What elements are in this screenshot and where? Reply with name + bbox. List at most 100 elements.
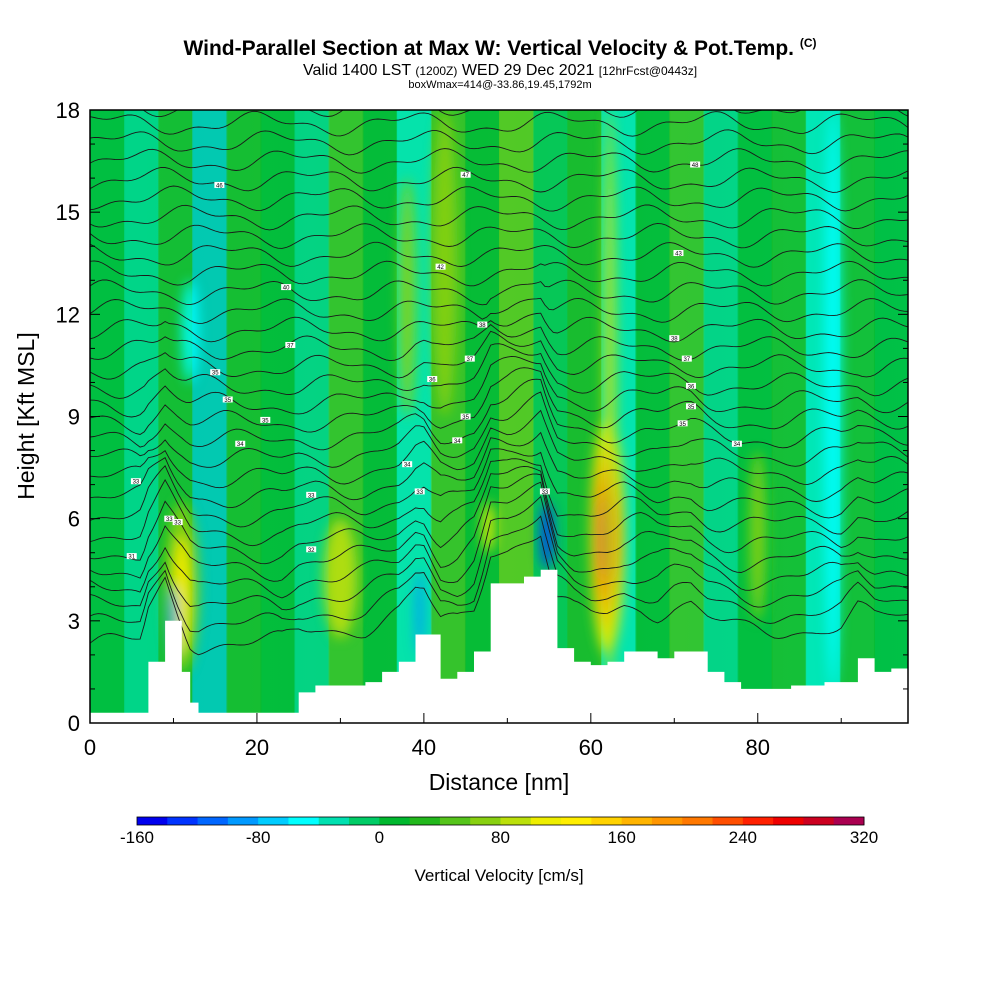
isentrope-label-text: 33 — [416, 490, 423, 496]
colorbar-ticks: -160 -80 0 80 160 240 320 — [120, 828, 878, 847]
velocity-cell — [603, 110, 616, 689]
isentrope-label-text: 34 — [404, 463, 411, 469]
isentrope-label-text: 34 — [454, 439, 461, 445]
isentrope-label: 36 — [685, 382, 696, 390]
isentrope-line — [90, 260, 908, 287]
isentrope-label: 34 — [452, 437, 463, 445]
valid-prefix: Valid 1400 LST — [302, 62, 411, 79]
velocity-stripe — [260, 110, 296, 723]
velocity-cell — [540, 501, 554, 570]
isentrope-label: 33 — [539, 488, 550, 496]
colorbar-swatch — [803, 817, 835, 825]
isentrope-line — [90, 535, 908, 656]
colorbar-swatch — [682, 817, 714, 825]
isentrope-line — [90, 324, 908, 362]
isentrope-label-text: 32 — [308, 548, 315, 554]
isentrope-label: 35 — [210, 369, 221, 377]
isentrope-label: 34 — [731, 440, 742, 448]
isentrope-label-bg — [281, 284, 292, 291]
velocity-stripe — [635, 110, 671, 723]
isentrope-label-bg — [306, 546, 317, 553]
isentrope-label-text: 35 — [688, 405, 695, 411]
isentrope-label: 33 — [306, 491, 317, 499]
isentrope-label-text: 35 — [262, 418, 269, 424]
x-tick-label: 0 — [84, 735, 96, 760]
isentrope-line — [90, 515, 908, 633]
isentrope-line — [90, 367, 908, 435]
isentrope-label-bg — [539, 488, 550, 495]
velocity-stripe — [226, 110, 262, 723]
colorbar-swatch — [258, 817, 289, 825]
isentrope-label-text: 37 — [466, 357, 473, 363]
isentrope-label-bg — [414, 488, 425, 495]
isentrope-line — [90, 222, 908, 249]
colorbar-tick-label: 80 — [491, 828, 510, 847]
x-tick-label: 80 — [746, 735, 770, 760]
isentrope-label-text: 33 — [174, 521, 181, 527]
x-axis-label: Distance [nm] — [429, 769, 570, 795]
isentrope-label: 34 — [235, 440, 246, 448]
isentrope-label: 33 — [164, 515, 175, 523]
colorbar-swatch — [500, 817, 532, 825]
valid-date: WED 29 Dec 2021 — [461, 62, 595, 79]
velocity-cell — [415, 569, 424, 655]
isentrope-label: 38 — [477, 321, 488, 329]
y-tick-label: 18 — [56, 98, 80, 123]
isentrope-label-text: 35 — [679, 422, 686, 428]
isentrope-label: 35 — [222, 396, 233, 404]
velocity-cell — [323, 518, 358, 638]
isentrope-label-bg — [285, 341, 296, 348]
colorbar-label: Vertical Velocity [cm/s] — [414, 866, 583, 885]
isentrope-line — [90, 343, 908, 399]
isentrope-label: 32 — [306, 546, 317, 554]
colorbar-swatch — [470, 817, 501, 825]
isentrope-label-text: 33 — [308, 493, 315, 499]
isentrope-label-bg — [452, 437, 463, 444]
colorbar-swatch — [167, 817, 199, 825]
isentrope-label-bg — [464, 355, 475, 362]
isentrope-label-text: 37 — [287, 343, 294, 349]
isentrope-label-text: 33 — [166, 517, 173, 523]
isentrope-label: 35 — [460, 413, 471, 421]
y-tick-label: 3 — [68, 609, 80, 634]
colorbar-swatch — [712, 817, 744, 825]
isentrope-label: 35 — [685, 403, 696, 411]
isentrope-line — [90, 391, 908, 468]
velocity-cell — [432, 110, 458, 417]
isentrope-label-bg — [460, 171, 471, 178]
isentrope-line — [90, 330, 908, 380]
colorbar-swatch — [288, 817, 320, 825]
velocity-stripe — [669, 110, 705, 723]
isentrope-label: 33 — [414, 488, 425, 496]
isentrope-line — [90, 465, 908, 565]
isentrope-line — [90, 409, 908, 489]
isentropes — [90, 110, 908, 656]
velocity-stripe — [294, 110, 330, 723]
isentrope-label: 36 — [427, 376, 438, 384]
isentrope-label: 43 — [673, 250, 684, 258]
velocity-cell — [398, 178, 416, 417]
isentrope-label: 33 — [172, 519, 183, 527]
isentrope-line — [90, 129, 908, 156]
isentrope-label-text: 35 — [212, 371, 219, 377]
isentrope-label-text: 48 — [692, 163, 699, 169]
colorbar-swatch — [651, 817, 683, 825]
isentrope-label-text: 37 — [683, 357, 690, 363]
isentrope-line — [90, 448, 908, 528]
isentrope-label-text: 34 — [237, 442, 244, 448]
chart-title: Wind-Parallel Section at Max W: Vertical… — [0, 36, 1000, 61]
isentrope-label: 40 — [281, 284, 292, 292]
isentrope-line — [90, 355, 908, 418]
colorbar-tick-label: 320 — [850, 828, 878, 847]
x-axis-ticks: 0 20 40 60 80 — [84, 713, 842, 760]
isentrope-label-bg — [669, 335, 680, 342]
terrain-profile — [90, 569, 908, 723]
isentrope-label: 37 — [285, 341, 296, 349]
title-text: Wind-Parallel Section at Max W: Vertical… — [183, 37, 794, 60]
colorbar-swatch — [833, 817, 865, 825]
forecast-info: [12hrFcst@0443z] — [598, 64, 698, 78]
isentrope-label-text: 33 — [542, 490, 549, 496]
isentrope-label-text: 34 — [734, 442, 741, 448]
isentrope-label: 42 — [435, 263, 446, 271]
